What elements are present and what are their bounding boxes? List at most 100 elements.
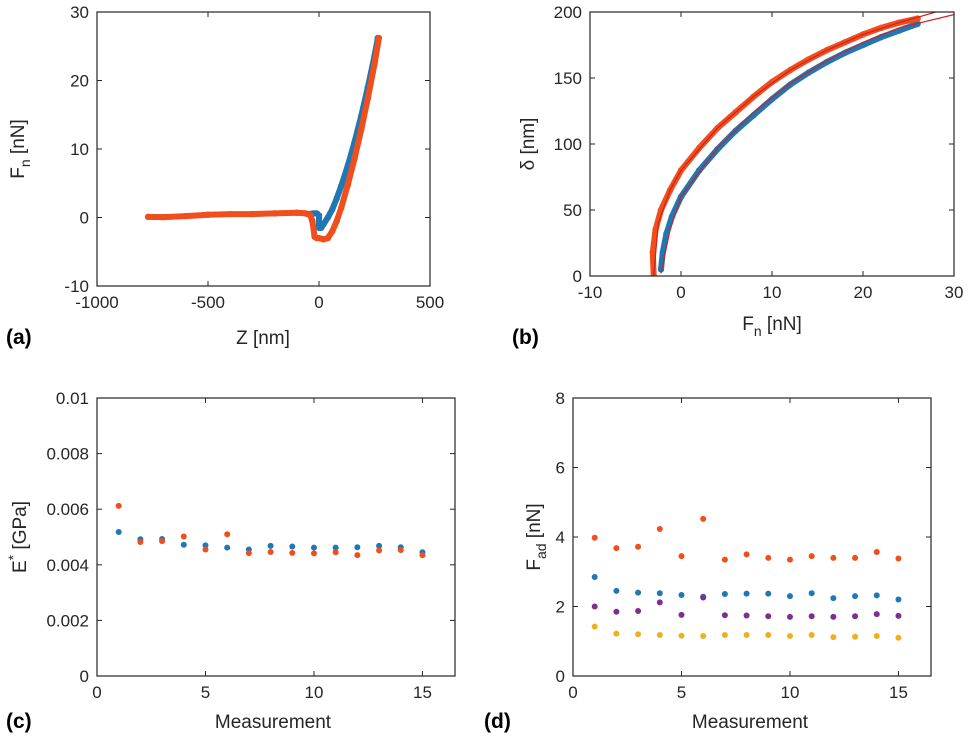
panel-d-label: (d) <box>484 710 511 733</box>
panel-c-point-series-2 <box>310 550 317 557</box>
panel-b-xtick-label: 20 <box>854 283 873 302</box>
panel-d-point-purple <box>721 612 728 619</box>
panel-d-point-yellow <box>656 631 663 638</box>
panel-d-ytick-label: 2 <box>556 598 565 617</box>
panel-b-xlabel: Fn [nN] <box>742 314 802 339</box>
panel-c-point-series-2 <box>376 547 383 554</box>
panel-c-point-series-2 <box>354 552 361 559</box>
panel-d-point-yellow <box>721 631 728 638</box>
panel-a-xlabel: Z [nm] <box>236 328 290 349</box>
panel-b-point-blue-data <box>787 81 794 88</box>
panel-a-label: (a) <box>6 326 32 349</box>
panel-a-point-approach <box>324 214 332 221</box>
panel-c-plot: 0 5 10 15 0 0.002 0.004 0.006 0.008 0.01 <box>46 389 455 702</box>
panel-d-xtick-label: 15 <box>889 683 908 702</box>
panel-b-curve-orange-data <box>649 15 921 276</box>
panel-b-point-blue-data <box>696 167 703 174</box>
panel-c-point-series-2 <box>419 552 426 559</box>
panel-a-point-retract <box>144 213 152 221</box>
panel-c-point-series-1 <box>332 544 339 551</box>
panel-d-point-orange <box>895 555 902 562</box>
panel-d-point-yellow <box>808 631 815 638</box>
panel-d-point-orange <box>830 554 837 561</box>
panel-d-xtick-label: 10 <box>781 683 800 702</box>
panel-a-point-retract <box>333 217 340 225</box>
panel-a-ytick-label: 10 <box>70 140 89 159</box>
panel-b-point-orange-data <box>649 249 656 256</box>
panel-a-point-retract <box>324 234 332 242</box>
panel-d-point-purple <box>873 611 880 618</box>
panel-d-point-yellow <box>591 623 598 630</box>
panel-b-xlabel-main: F <box>742 314 754 335</box>
panel-a-point-approach <box>329 206 336 213</box>
panel-b-xtick-label: 30 <box>945 283 964 302</box>
panel-d-ylabel-main: F <box>524 559 545 571</box>
panel-d-point-orange <box>656 526 663 533</box>
panel-d-point-purple <box>743 612 750 619</box>
panel-c-point-series-2 <box>397 547 404 554</box>
panel-c-point-series-1 <box>354 544 361 551</box>
panel-d-point-purple <box>635 608 642 615</box>
panel-c-label: (c) <box>6 710 32 733</box>
panel-c-xtick-label: 10 <box>305 683 324 702</box>
panel-c-point-series-2 <box>137 539 144 546</box>
panel-a-point-retract <box>309 217 316 225</box>
panel-a-point-retract <box>306 211 314 218</box>
panel-d-ytick-label: 0 <box>556 667 565 686</box>
panel-b-xtick-label: 0 <box>676 283 685 302</box>
panel-a-point-retract <box>271 210 278 217</box>
panel-c-point-series-2 <box>180 533 187 540</box>
panel-c-xlabel: Measurement <box>215 712 332 733</box>
panel-c-point-series-1 <box>376 542 383 549</box>
panel-a-point-retract <box>364 95 372 102</box>
panel-a-point-retract <box>293 209 300 216</box>
panel-a: -1000 -500 0 500 -10 0 10 20 30 Z [nm] Fn [nN] (… <box>6 3 444 349</box>
panel-d-point-blue <box>743 590 750 597</box>
panel-c-point-series-1 <box>202 542 209 549</box>
panel-c-ylabel-rest: [GPa] <box>10 501 31 555</box>
panel-d-point-yellow <box>873 633 880 640</box>
panel-c-ytick-label: 0.01 <box>56 389 89 408</box>
panel-c-ytick-label: 0.002 <box>46 611 89 630</box>
panel-d-point-orange <box>591 534 598 541</box>
panel-a-series-area <box>144 34 383 243</box>
panel-d-point-purple <box>700 594 707 601</box>
panel-c-ytick-label: 0.004 <box>46 556 89 575</box>
panel-b-point-blue-data <box>768 95 776 103</box>
panel-d-point-purple <box>613 608 620 615</box>
panel-c-xtick-label: 0 <box>92 683 101 702</box>
panel-a-point-retract <box>351 155 358 162</box>
panel-b-point-orange-data <box>696 144 703 152</box>
panel-c-point-series-2 <box>115 502 122 509</box>
panel-d-point-yellow <box>830 634 837 641</box>
panel-d-point-blue <box>830 595 837 602</box>
panel-a-point-retract <box>160 213 167 221</box>
panel-d-point-purple <box>808 613 815 620</box>
panel-c-ylabel-main: E <box>10 560 31 573</box>
panel-c-point-series-2 <box>224 531 231 538</box>
panel-d-series-area <box>591 515 902 641</box>
panel-b-point-orange-data <box>768 78 776 86</box>
panel-d-xtick-label: 5 <box>677 683 686 702</box>
panel-a-xtick-label: -500 <box>191 293 225 312</box>
panel-c-point-series-2 <box>267 549 274 556</box>
panel-a-point-approach <box>315 212 323 219</box>
panel-a-ytick-label: 30 <box>70 3 89 22</box>
panel-c-point-series-1 <box>289 543 296 550</box>
panel-a-point-approach <box>320 221 327 228</box>
panel-d: 0 5 10 15 0 2 4 6 8 Measurement Fad [nN] (d) <box>484 389 932 733</box>
panel-b-ytick-label: 50 <box>563 201 582 220</box>
panel-d-point-orange <box>721 556 728 563</box>
panel-b-frame <box>589 11 955 277</box>
panel-c-point-series-1 <box>310 544 317 551</box>
panel-b-series-area <box>649 12 954 276</box>
panel-c-point-series-2 <box>202 546 209 553</box>
panel-d-point-blue <box>635 589 642 596</box>
panel-b-point-blue-data <box>663 230 670 237</box>
panel-a-ylabel-sub: n <box>17 159 33 167</box>
panel-d-point-orange <box>700 515 707 522</box>
panel-c-point-series-2 <box>245 550 252 557</box>
